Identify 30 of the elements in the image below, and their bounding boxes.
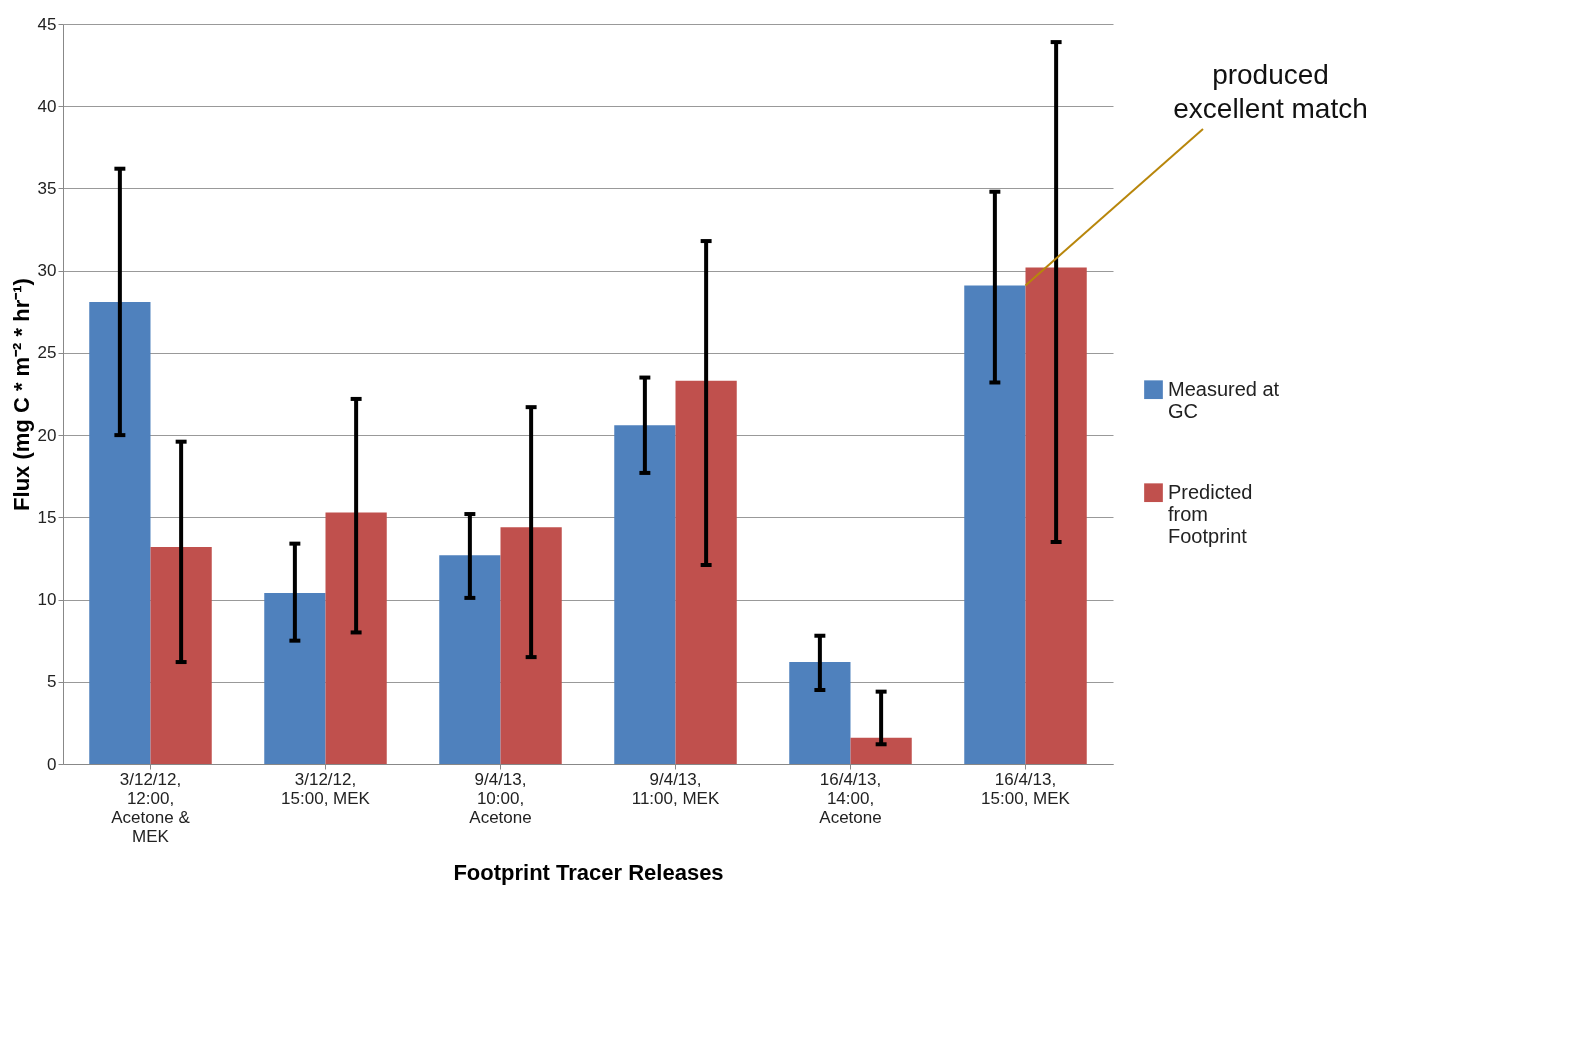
bar xyxy=(964,285,1026,764)
x-tick-label: 3/12/12, 15:00, MEK xyxy=(281,769,371,808)
x-tick-label: 9/4/13, 11:00, MEK xyxy=(631,769,720,808)
y-tick-label: 5 xyxy=(47,672,57,692)
x-tick-label: 9/4/13, 10:00, Acetone xyxy=(469,769,532,827)
bar xyxy=(614,425,676,764)
x-axis-title: Footprint Tracer Releases xyxy=(453,859,724,885)
y-tick-label: 40 xyxy=(37,96,57,116)
y-tick-label: 10 xyxy=(37,590,57,610)
bar xyxy=(89,301,151,764)
bar xyxy=(850,737,912,764)
bar xyxy=(264,592,326,764)
y-tick-label: 35 xyxy=(37,178,57,198)
bar xyxy=(325,512,387,764)
bar xyxy=(675,380,737,764)
y-axis-title: Flux (mg C * m⁻² * hr⁻¹) xyxy=(8,278,34,511)
x-tick-label: 3/12/12, 12:00, Acetone & MEK xyxy=(111,769,191,846)
x-tick-label: 16/4/13, 15:00, MEK xyxy=(981,769,1071,808)
annotation: produced excellent match xyxy=(1173,59,1368,124)
bar xyxy=(439,555,501,764)
legend-label: Measured at GC xyxy=(1168,377,1280,422)
y-tick-label: 25 xyxy=(37,343,57,363)
y-tick-label: 15 xyxy=(37,507,57,527)
y-tick-label: 45 xyxy=(37,14,57,34)
legend-label: Predicted from Footprint xyxy=(1168,480,1253,547)
y-tick-label: 30 xyxy=(37,261,57,281)
bar xyxy=(789,662,851,764)
y-tick-label: 0 xyxy=(47,754,57,774)
y-tick-label: 20 xyxy=(37,425,57,445)
x-tick-label: 16/4/13, 14:00, Acetone xyxy=(819,769,882,827)
